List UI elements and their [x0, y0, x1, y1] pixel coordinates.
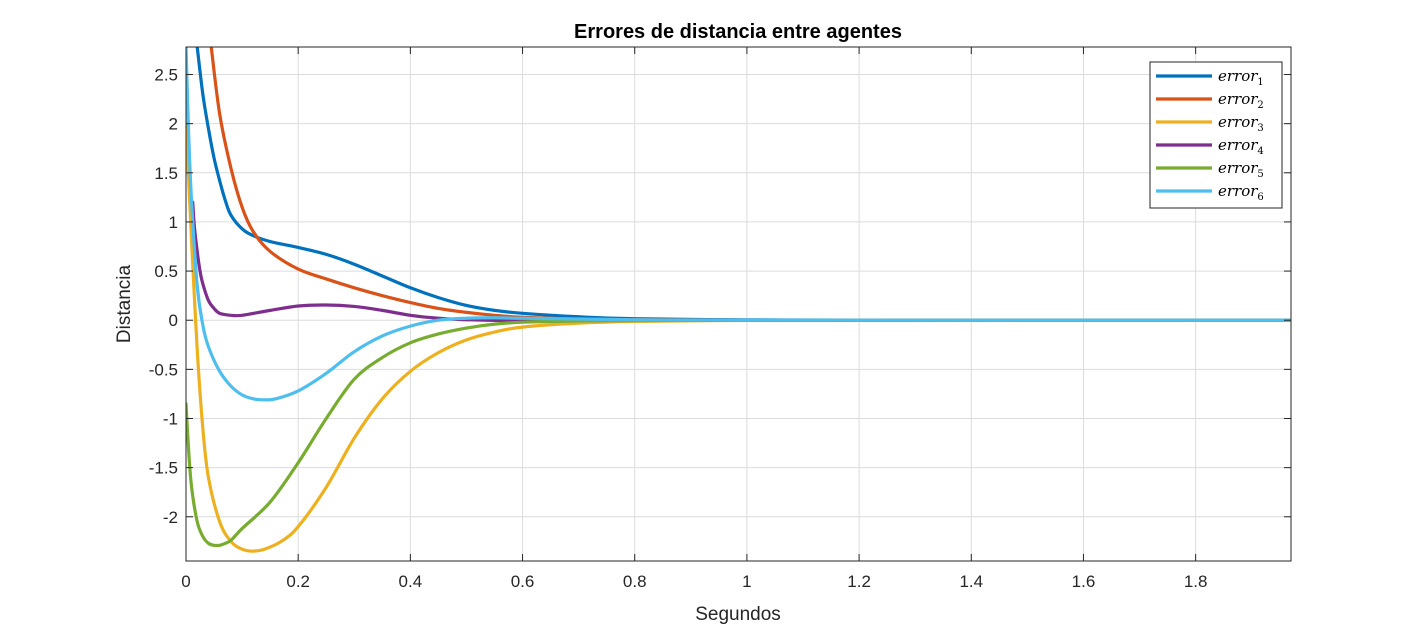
y-tick-label: 0 — [169, 311, 178, 330]
y-axis-label: Distancia — [114, 265, 135, 344]
chart-title: Errores de distancia entre agentes — [574, 21, 902, 43]
y-tick-label: -1.5 — [149, 459, 178, 478]
y-tick-label: 1 — [169, 213, 178, 232]
y-tick-label: 2 — [169, 115, 178, 134]
legend-entry-name: error — [1218, 113, 1258, 131]
legend-entry-subscript: 6 — [1257, 192, 1263, 203]
legend-entry-subscript: 4 — [1257, 146, 1263, 157]
y-tick-label: 1.5 — [154, 164, 178, 183]
legend-entry-1: error1 — [1218, 67, 1264, 88]
legend-entry-3: error3 — [1218, 113, 1264, 134]
plot-area — [186, 47, 1291, 561]
legend-box — [1149, 61, 1283, 209]
x-tick-label: 1.6 — [1072, 572, 1096, 591]
x-tick-label: 1.8 — [1184, 572, 1208, 591]
legend-entry-5: error5 — [1218, 159, 1264, 180]
legend-entry-subscript: 5 — [1257, 169, 1263, 180]
legend-entry-subscript: 2 — [1257, 100, 1263, 111]
x-tick-label: 0.2 — [286, 572, 310, 591]
series-layer — [186, 47, 1291, 553]
y-tick-label: 2.5 — [154, 66, 178, 85]
legend-entry-name: error — [1218, 182, 1258, 200]
y-tick-label: 0.5 — [154, 262, 178, 281]
x-tick-label: 0.8 — [623, 572, 647, 591]
plot-frame — [185, 46, 1292, 562]
y-tick-label: -0.5 — [149, 360, 178, 379]
legend-entry-subscript: 1 — [1257, 77, 1263, 88]
legend-entry-4: error4 — [1218, 136, 1264, 157]
x-axis-label: Segundos — [695, 604, 781, 625]
x-tick-label: 1.4 — [959, 572, 983, 591]
x-tick-label: 1 — [742, 572, 751, 591]
x-tick-label: 0.4 — [399, 572, 423, 591]
legend-entry-subscript: 3 — [1257, 123, 1263, 134]
x-tick-label: 0.6 — [511, 572, 535, 591]
legend-entry-name: error — [1218, 67, 1258, 85]
y-tick-label: -1 — [163, 409, 178, 428]
y-tick-label: -2 — [163, 508, 178, 527]
ticks: 0 0.2 0.4 0.6 0.8 1 1.2 1.4 1.6 1.8 -2 -1.5 -1 -0.5 0 0… — [149, 47, 1291, 591]
x-tick-label: 1.2 — [847, 572, 871, 591]
x-tick-label: 0 — [181, 572, 190, 591]
legend-entry-name: error — [1218, 159, 1258, 177]
series-line-6 — [186, 47, 1291, 402]
legend-entry-name: error — [1218, 136, 1258, 154]
legend-entry-6: error6 — [1218, 182, 1264, 203]
legend-entry-2: error2 — [1218, 90, 1264, 111]
legend-entry-name: error — [1218, 90, 1258, 108]
